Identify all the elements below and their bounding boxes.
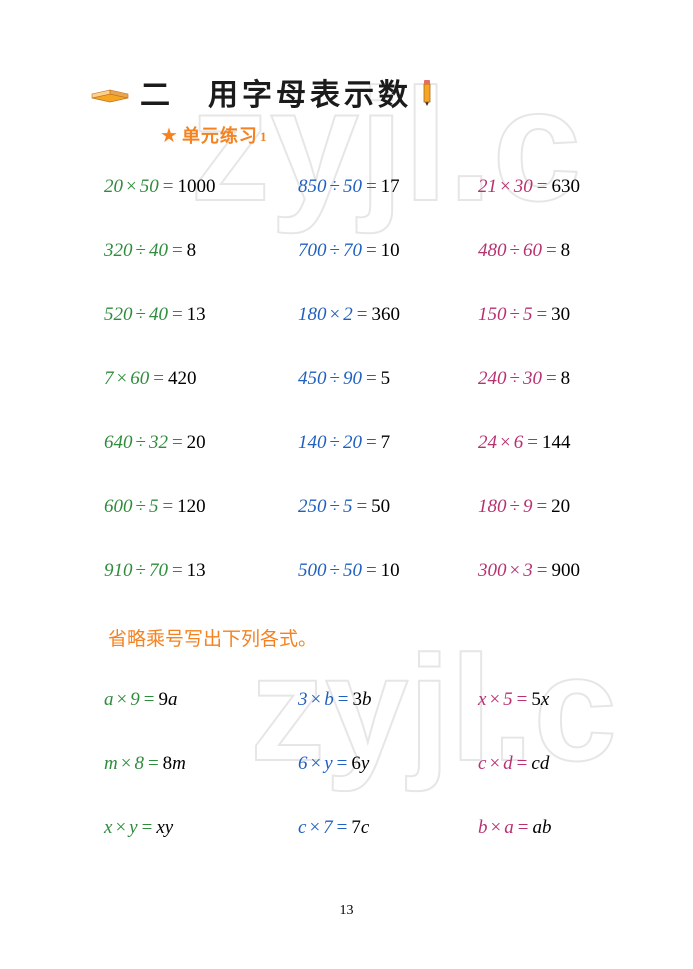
equation-cell: 300×3=900 bbox=[478, 560, 580, 582]
algebra-cell: 6×y=6y bbox=[298, 753, 478, 775]
equation-cell: 7×60=420 bbox=[104, 368, 298, 390]
equation-row: 520÷40=13180×2=360150÷5=30 bbox=[104, 304, 693, 326]
equation-cell: 250÷5=50 bbox=[298, 496, 478, 518]
equation-cell: 480÷60=8 bbox=[478, 240, 570, 262]
equation-cell: 600÷5=120 bbox=[104, 496, 298, 518]
equation-cell: 640÷32=20 bbox=[104, 432, 298, 454]
subtitle-row: ★ 单元练习 1 bbox=[160, 122, 693, 148]
equation-row: 20×50=1000850÷50=1721×30=630 bbox=[104, 176, 693, 198]
arithmetic-grid: 20×50=1000850÷50=1721×30=630 320÷40=8700÷… bbox=[0, 176, 693, 582]
section2-label: 省略乘号写出下列各式。 bbox=[108, 624, 693, 651]
algebra-grid: a×9=9a3×b=3bx×5=5x m×8=8m6×y=6yc×d=cd x×y=… bbox=[0, 689, 693, 839]
algebra-cell: 3×b=3b bbox=[298, 689, 478, 711]
algebra-cell: x×y=xy bbox=[104, 817, 298, 839]
equation-cell: 240÷30=8 bbox=[478, 368, 570, 390]
equation-cell: 850÷50=17 bbox=[298, 176, 478, 198]
algebra-row: a×9=9a3×b=3bx×5=5x bbox=[104, 689, 693, 711]
algebra-row: m×8=8m6×y=6yc×d=cd bbox=[104, 753, 693, 775]
equation-cell: 500÷50=10 bbox=[298, 560, 478, 582]
equation-cell: 320÷40=8 bbox=[104, 240, 298, 262]
equation-cell: 21×30=630 bbox=[478, 176, 580, 198]
title-row: 二 用字母表示数 bbox=[90, 70, 693, 114]
equation-cell: 700÷70=10 bbox=[298, 240, 478, 262]
equation-row: 910÷70=13500÷50=10300×3=900 bbox=[104, 560, 693, 582]
algebra-cell: a×9=9a bbox=[104, 689, 298, 711]
algebra-cell: c×7=7c bbox=[298, 817, 478, 839]
equation-row: 600÷5=120250÷5=50180÷9=20 bbox=[104, 496, 693, 518]
book-icon bbox=[90, 80, 130, 104]
algebra-cell: m×8=8m bbox=[104, 753, 298, 775]
equation-cell: 450÷90=5 bbox=[298, 368, 478, 390]
section-number: 1 bbox=[260, 129, 267, 145]
equation-cell: 520÷40=13 bbox=[104, 304, 298, 326]
algebra-cell: c×d=cd bbox=[478, 753, 549, 775]
equation-cell: 910÷70=13 bbox=[104, 560, 298, 582]
equation-cell: 140÷20=7 bbox=[298, 432, 478, 454]
chapter-title: 二 用字母表示数 bbox=[140, 70, 412, 114]
equation-cell: 180×2=360 bbox=[298, 304, 478, 326]
equation-row: 320÷40=8700÷70=10480÷60=8 bbox=[104, 240, 693, 262]
algebra-cell: b×a=ab bbox=[478, 817, 551, 839]
pencil-icon bbox=[418, 78, 436, 106]
equation-cell: 180÷9=20 bbox=[478, 496, 570, 518]
section-subtitle: 单元练习 bbox=[182, 122, 258, 148]
equation-cell: 150÷5=30 bbox=[478, 304, 570, 326]
algebra-cell: x×5=5x bbox=[478, 689, 549, 711]
star-icon: ★ bbox=[160, 123, 178, 148]
equation-row: 640÷32=20140÷20=724×6=144 bbox=[104, 432, 693, 454]
equation-cell: 20×50=1000 bbox=[104, 176, 298, 198]
equation-row: 7×60=420450÷90=5240÷30=8 bbox=[104, 368, 693, 390]
equation-cell: 24×6=144 bbox=[478, 432, 570, 454]
algebra-row: x×y=xyc×7=7cb×a=ab bbox=[104, 817, 693, 839]
page-number: 13 bbox=[0, 903, 693, 919]
